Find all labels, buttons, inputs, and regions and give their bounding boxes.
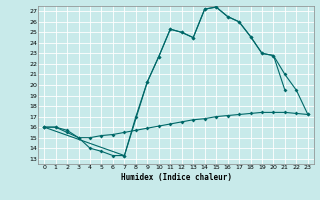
X-axis label: Humidex (Indice chaleur): Humidex (Indice chaleur) — [121, 173, 231, 182]
